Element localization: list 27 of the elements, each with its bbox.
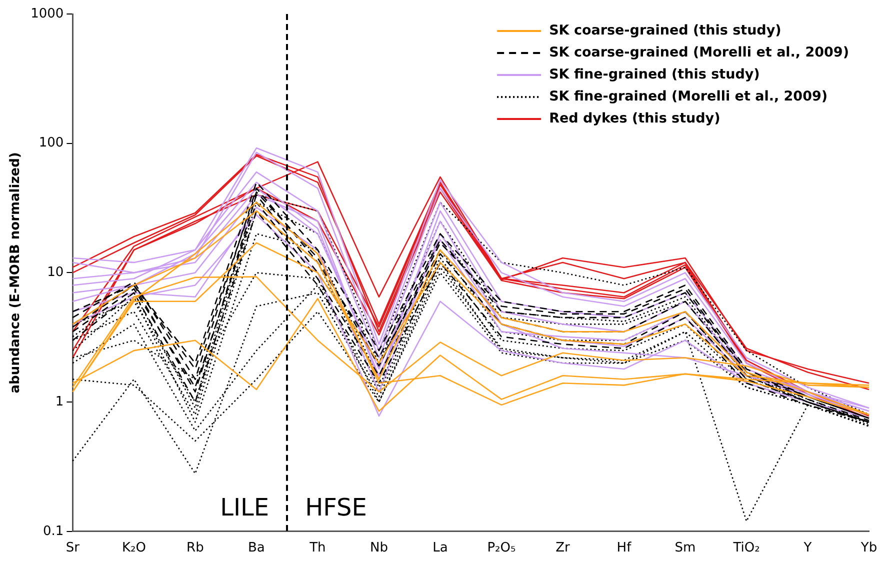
legend-label: Red dykes (this study)	[549, 110, 720, 126]
y-tick-label: 0.1	[42, 524, 64, 539]
x-tick-label: Th	[308, 540, 326, 556]
x-tick-label: Yb	[860, 540, 878, 556]
y-tick-label: 10	[47, 265, 64, 280]
legend-label: SK fine-grained (Morelli et al., 2009)	[549, 88, 828, 104]
x-tick-label: TiO₂	[732, 540, 760, 556]
x-tick-label: Sr	[66, 540, 80, 556]
x-tick-label: Hf	[616, 540, 632, 556]
x-tick-label: Rb	[186, 540, 204, 556]
y-tick-label: 1000	[30, 6, 64, 22]
x-tick-label: Ba	[248, 540, 265, 556]
annotation: LILE	[220, 494, 270, 522]
x-tick-label: K₂O	[122, 540, 146, 556]
y-axis-title: abundance (E-MORB normalized)	[8, 152, 24, 394]
x-tick-label: Sm	[674, 540, 696, 556]
annotation: HFSE	[305, 494, 367, 522]
x-tick-label: P₂O₅	[487, 540, 516, 556]
legend-label: SK fine-grained (this study)	[549, 66, 760, 82]
x-tick-label: Nb	[370, 540, 388, 556]
legend-label: SK coarse-grained (this study)	[549, 22, 782, 38]
legend-label: SK coarse-grained (Morelli et al., 2009)	[549, 44, 850, 60]
y-tick-label: 100	[38, 136, 64, 151]
x-tick-label: Y	[802, 540, 812, 556]
x-tick-label: La	[432, 540, 448, 556]
x-tick-label: Zr	[556, 540, 570, 556]
y-tick-label: 1	[55, 394, 64, 410]
